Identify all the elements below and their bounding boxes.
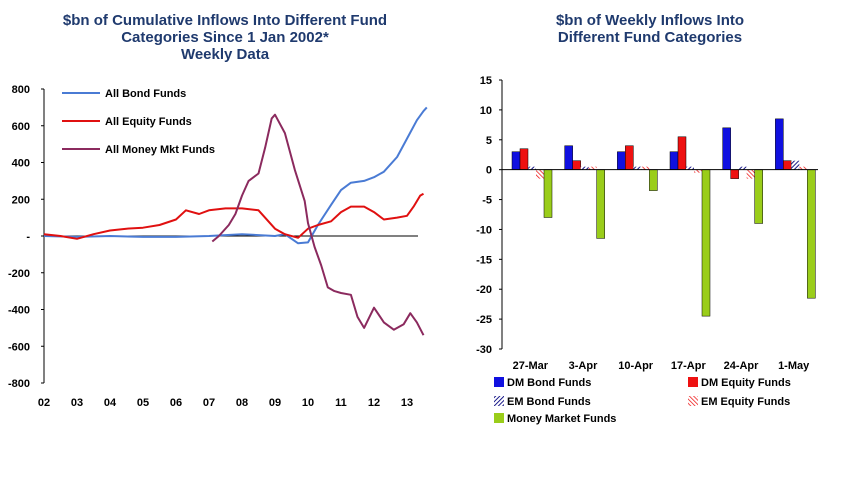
y-tick-label: -600 <box>8 341 30 353</box>
x-tick-label: 07 <box>203 397 215 409</box>
bar-money-market-funds <box>543 169 553 218</box>
series-line-all-money-mkt-funds <box>211 113 425 336</box>
legend-label: EM Equity Funds <box>701 396 790 408</box>
y-tick-label: 10 <box>480 105 492 117</box>
bar-em-equity-funds <box>588 166 597 170</box>
left-chart-title-line-3: Weekly Data <box>180 46 270 63</box>
bar-dm-bond-funds <box>775 118 784 170</box>
series-line-all-bond-funds <box>43 106 428 245</box>
x-tick-label: 3-Apr <box>569 360 598 372</box>
bar-dm-bond-funds <box>564 145 573 170</box>
bar-em-bond-funds <box>686 166 694 170</box>
legend-label: Money Market Funds <box>507 413 616 425</box>
right-chart-title-line-2: Different Fund Categories <box>557 29 743 46</box>
bar-money-market-funds <box>596 169 605 239</box>
left-chart-title: $bn of Cumulative Inflows Into Different… <box>20 12 430 63</box>
y-tick-label: 0 <box>486 165 492 177</box>
bar-em-bond-funds <box>580 166 589 170</box>
x-tick-label: 1-May <box>778 360 810 372</box>
bar-em-bond-funds <box>738 166 747 170</box>
y-tick-label: -800 <box>8 378 30 390</box>
x-tick-label: 02 <box>38 397 50 409</box>
legend-label: All Equity Funds <box>105 116 192 128</box>
y-tick-label: - <box>26 231 30 243</box>
y-tick-label: 600 <box>12 121 30 133</box>
right-chart-title: $bn of Weekly Inflows Into Different Fun… <box>470 12 830 46</box>
bar-em-equity-funds <box>641 166 650 170</box>
y-tick-label: -30 <box>476 344 492 356</box>
y-tick-label: -15 <box>476 254 492 266</box>
y-tick-label: 400 <box>12 158 30 170</box>
legend-label: DM Equity Funds <box>701 377 791 389</box>
y-tick-label: -20 <box>476 284 492 296</box>
bar-dm-bond-funds <box>617 151 626 170</box>
bar-em-bond-funds <box>633 166 642 170</box>
y-tick-label: -25 <box>476 314 492 326</box>
bar-dm-equity-funds <box>572 160 581 170</box>
x-tick-label: 03 <box>71 397 83 409</box>
legend-label: EM Bond Funds <box>507 396 591 408</box>
y-tick-label: 15 <box>480 75 492 87</box>
x-tick-label: 06 <box>170 397 182 409</box>
x-tick-label: 24-Apr <box>724 360 760 372</box>
bar-dm-equity-funds <box>625 145 634 170</box>
bar-dm-equity-funds <box>783 160 792 170</box>
y-tick-label: -200 <box>8 268 30 280</box>
bar-dm-bond-funds <box>511 151 521 170</box>
bar-em-equity-funds <box>536 169 544 179</box>
x-tick-label: 13 <box>401 397 413 409</box>
y-tick-label: -400 <box>8 305 30 317</box>
legend-swatch <box>688 377 698 387</box>
y-tick-label: 200 <box>12 194 30 206</box>
bar-dm-equity-funds <box>730 169 739 179</box>
y-tick-label: 5 <box>486 135 492 147</box>
x-tick-label: 10 <box>302 397 314 409</box>
y-tick-label: -5 <box>482 195 492 207</box>
bar-money-market-funds <box>754 169 763 224</box>
bar-dm-equity-funds <box>519 148 529 170</box>
x-tick-label: 10-Apr <box>618 360 654 372</box>
x-tick-label: 09 <box>269 397 281 409</box>
x-tick-label: 05 <box>137 397 149 409</box>
x-tick-label: 04 <box>104 397 117 409</box>
y-tick-label: 800 <box>12 84 30 96</box>
bar-money-market-funds <box>701 169 711 317</box>
bar-em-bond-funds <box>528 166 536 170</box>
legend-label: DM Bond Funds <box>507 377 591 389</box>
x-tick-label: 08 <box>236 397 248 409</box>
bar-em-equity-funds <box>746 169 755 179</box>
left-chart-title-line-1: $bn of Cumulative Inflows Into Different… <box>62 12 388 29</box>
series-line-all-equity-funds <box>43 192 424 240</box>
x-tick-label: 11 <box>335 397 347 409</box>
bar-dm-bond-funds <box>669 151 679 170</box>
right-chart-title-line-1: $bn of Weekly Inflows Into <box>555 12 745 29</box>
x-tick-label: 17-Apr <box>671 360 707 372</box>
bar-money-market-funds <box>649 169 658 191</box>
legend-label: All Money Mkt Funds <box>105 144 215 156</box>
bar-money-market-funds <box>807 169 816 299</box>
left-chart-title-line-2: Categories Since 1 Jan 2002* <box>121 29 329 46</box>
legend-swatch <box>494 377 504 387</box>
bar-dm-equity-funds <box>677 136 687 170</box>
y-tick-label: -10 <box>476 224 492 236</box>
bar-em-equity-funds <box>694 169 702 173</box>
bar-em-bond-funds <box>791 160 800 170</box>
legend-label: All Bond Funds <box>105 88 186 100</box>
bar-em-equity-funds <box>799 166 808 170</box>
x-tick-label: 27-Mar <box>513 360 549 372</box>
bar-dm-bond-funds <box>722 127 731 170</box>
legend-swatch <box>494 413 504 423</box>
legend-swatch <box>688 396 698 406</box>
legend-swatch <box>494 396 504 406</box>
x-tick-label: 12 <box>368 397 380 409</box>
